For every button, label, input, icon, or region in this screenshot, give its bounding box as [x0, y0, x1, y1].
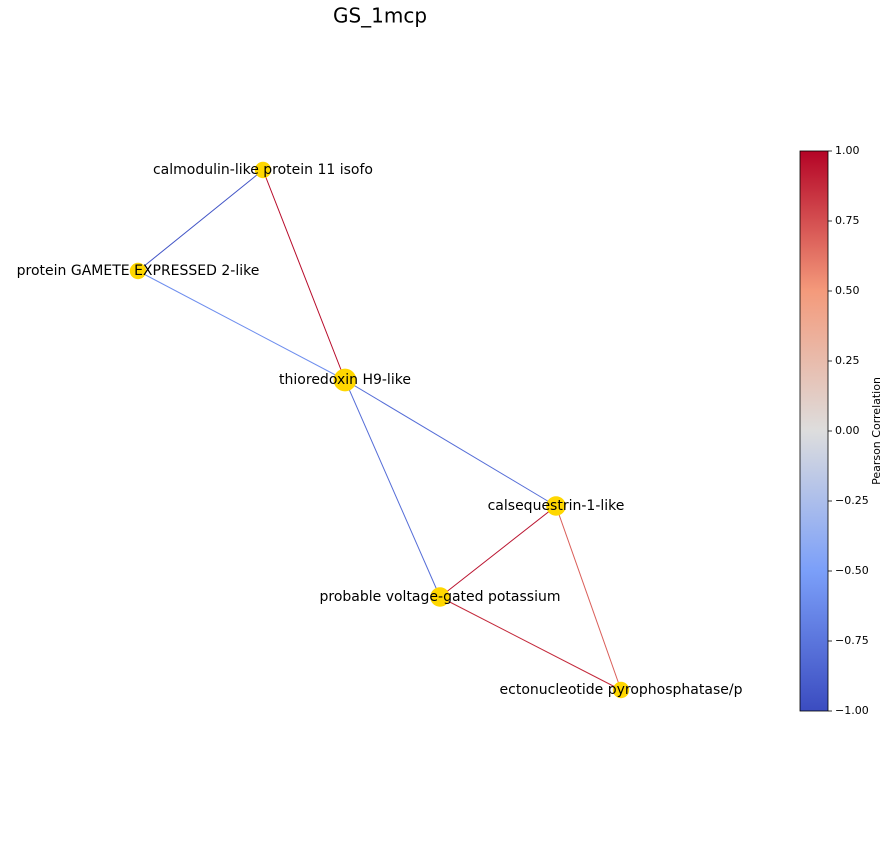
node-label: probable voltage-gated potassium [320, 589, 561, 605]
colorbar-tick-label: 1.00 [835, 144, 860, 157]
edge [344, 379, 557, 507]
node [129, 262, 147, 280]
colorbar-tick-label: 0.50 [835, 284, 860, 297]
node-label: calmodulin-like protein 11 isofo [153, 162, 373, 178]
edge [137, 169, 264, 272]
edge [137, 270, 346, 381]
colorbar [799, 150, 829, 712]
colorbar-tick-label: 0.25 [835, 354, 860, 367]
colorbar-tick-label: −0.25 [835, 494, 869, 507]
edge [555, 505, 622, 691]
colorbar-label: Pearson Correlation [870, 377, 883, 485]
colorbar-tick-label: 0.00 [835, 424, 860, 437]
edge [439, 505, 557, 598]
node-label: protein GAMETE EXPRESSED 2-like [17, 263, 260, 279]
colorbar-tick-label: −0.50 [835, 564, 869, 577]
title: GS_1mcp [333, 4, 427, 28]
node [430, 587, 450, 607]
edge [262, 169, 346, 381]
node-label: ectonucleotide pyrophosphatase/p [500, 682, 743, 698]
edge [439, 596, 622, 691]
node-label: thioredoxin H9-like [279, 372, 411, 388]
edge [344, 379, 441, 598]
colorbar-tick-label: −1.00 [835, 704, 869, 717]
node [333, 368, 357, 392]
node [546, 496, 566, 516]
node-label: calsequestrin-1-like [488, 498, 625, 514]
colorbar-tick-label: −0.75 [835, 634, 869, 647]
node [254, 161, 272, 179]
node [612, 681, 630, 699]
colorbar-tick-label: 0.75 [835, 214, 860, 227]
